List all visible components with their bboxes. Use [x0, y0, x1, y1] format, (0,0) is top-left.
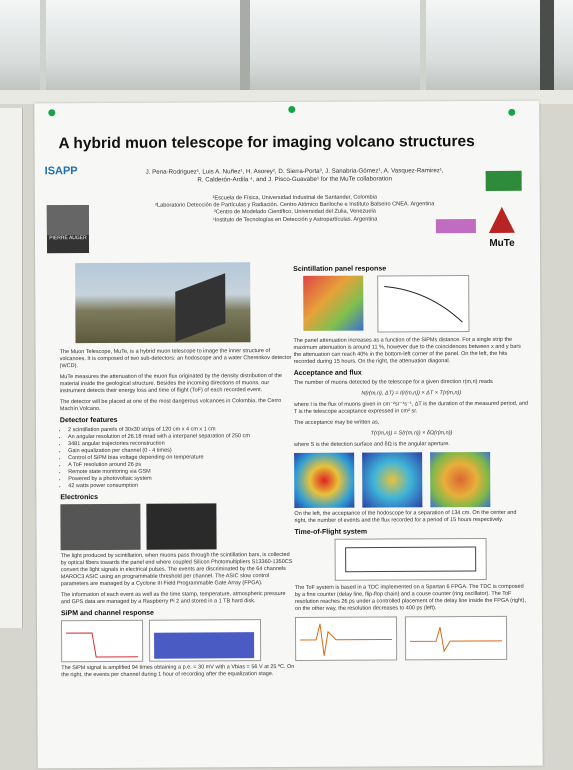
adjacent-poster: [0, 108, 23, 628]
tof-plot-left: [294, 616, 398, 661]
mute-triangle-icon: [488, 206, 515, 233]
intro-paragraph: The Muon Telescope, MuTe, is a hybrid mu…: [59, 348, 292, 370]
affiliation: ⁴Instituto de Tecnologías en Detección y…: [212, 216, 378, 224]
right-column: Scintillation panel response The panel a…: [293, 261, 530, 661]
sipm-plots: [60, 619, 296, 663]
window-sill: [0, 90, 573, 104]
detector-heading: Detector features: [59, 416, 118, 425]
tof-heading: Time-of-Flight system: [294, 528, 368, 536]
flux-equation: N(r(m,n), ΔT) = I(r(m,n)) × ΔT × T(r(m,n…: [361, 390, 462, 397]
affiliations: ¹Escuela de Física, Universidad Industri…: [145, 194, 445, 224]
electronics-heading: Electronics: [60, 493, 99, 502]
scint-plots: [303, 275, 528, 334]
sipm-signal-plot: [60, 619, 144, 663]
flux-caption: On the left, the acceptance of the hodos…: [294, 509, 517, 524]
feature-item: 42 watts power consumption: [68, 482, 295, 490]
window: [0, 0, 573, 100]
scint-heading: Scintillation panel response: [293, 265, 387, 273]
channel-events-plot: [148, 619, 262, 662]
sipm-heading: SiPM and channel response: [60, 609, 154, 618]
pin: [508, 108, 516, 116]
electronics-images: [60, 503, 295, 551]
tof-plots: [294, 615, 530, 661]
left-column: The Muon Telescope, MuTe, is a hybrid mu…: [60, 348, 297, 683]
electronics-paragraph: The light produced by scintillation, whe…: [60, 551, 293, 588]
flux-paragraph: The number of muons detected by the tele…: [293, 378, 493, 386]
flux-paragraph: where S is the detection surface and δΩ …: [294, 441, 450, 448]
logo-isapp-text: ISAPP: [44, 165, 78, 178]
auger-mark: [46, 205, 89, 236]
flux-heatmaps: [294, 451, 529, 508]
logo-green: [485, 170, 522, 191]
poster: A hybrid muon telescope for imaging volc…: [34, 100, 543, 769]
logo-mute: MuTe: [482, 205, 522, 255]
pin: [48, 109, 56, 117]
flux-heading: Acceptance and flux: [293, 369, 362, 377]
poster-title: A hybrid muon telescope for imaging volc…: [58, 133, 475, 153]
window-frame-dark: [540, 0, 554, 100]
electronics-paragraph: The information of each event as well as…: [60, 591, 286, 606]
window-mullion: [40, 0, 46, 100]
flux-paragraph: where I is the flux of muons given in cm…: [293, 400, 529, 415]
flux-heatmap: [430, 451, 491, 508]
acceptance-heatmap: [294, 452, 355, 508]
logo-mute-text: MuTe: [489, 237, 515, 249]
flux-equation: T(r(m,n)) = S(r(m,n)) × δΩ(r(m,n)): [370, 430, 453, 437]
hits-heatmap: [303, 275, 364, 331]
authors: J. Pena-Rodriguez¹, Luis A. Nuñez¹, H. A…: [145, 167, 444, 184]
events-heatmap: [362, 452, 423, 508]
intro-paragraph: MuTe measures the attenuation of the muo…: [59, 373, 282, 395]
tof-paragraph: The ToF system is based in a TDC impleme…: [294, 583, 527, 612]
window-mullion: [240, 0, 250, 100]
logo-auger-text: PIERRE AUGER: [49, 235, 87, 242]
attenuation-plot: [377, 275, 470, 333]
logo-auger: PIERRE AUGER: [46, 205, 90, 254]
pin: [288, 105, 296, 113]
electronics-photo: [146, 503, 217, 550]
telescope-shape: [175, 273, 226, 342]
intro-paragraph: The detector will be placed at one of th…: [59, 398, 282, 413]
logo-isapp: ISAPP: [45, 165, 93, 193]
window-mullion: [420, 0, 426, 100]
scint-paragraph: The panel attenuation increases as a fun…: [293, 336, 521, 365]
tof-diagram: [334, 537, 487, 581]
telescope-photo: [75, 262, 251, 344]
tof-plot-right: [404, 615, 508, 661]
flux-paragraph: The acceptance may be written as,: [293, 419, 380, 426]
sipm-paragraph: The SiPM signal is amplified 94 times ob…: [61, 663, 295, 679]
detector-features: 2 scintillation panels of 30x30 strips o…: [60, 426, 295, 490]
sipm-board-photo: [60, 503, 141, 551]
